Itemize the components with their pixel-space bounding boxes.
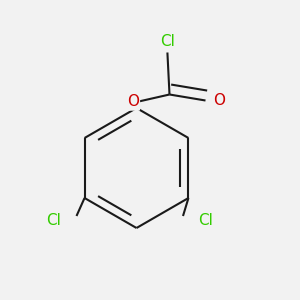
Text: Cl: Cl <box>199 213 214 228</box>
Text: Cl: Cl <box>160 34 175 49</box>
Text: O: O <box>127 94 139 110</box>
Text: Cl: Cl <box>46 213 61 228</box>
Text: O: O <box>213 93 225 108</box>
